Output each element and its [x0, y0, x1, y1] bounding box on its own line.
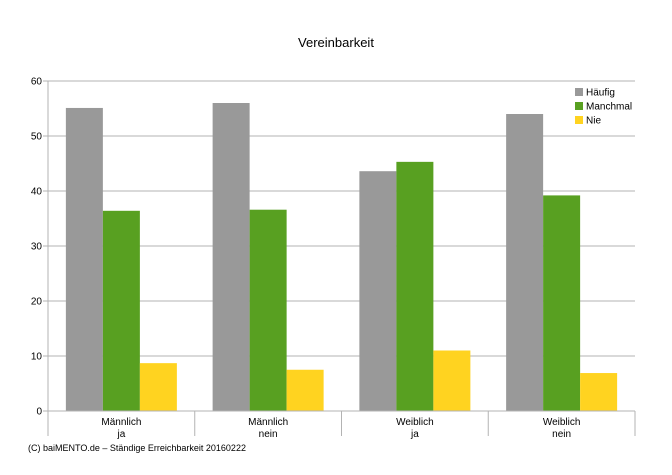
y-tick-label: 0: [36, 407, 42, 418]
x-category-label: ja: [410, 429, 419, 440]
legend-swatch: [575, 88, 583, 96]
bar-h-ufig-3: [359, 171, 397, 411]
bar-manchmal-2: [249, 209, 287, 411]
footer-credit: (C) baiMENTO.de – Ständige Erreichbarkei…: [28, 443, 246, 453]
x-category-label: nein: [552, 429, 571, 440]
legend-label: Manchmal: [586, 102, 632, 113]
bar-nie-1: [139, 363, 177, 411]
y-tick-label: 30: [31, 242, 43, 253]
bar-nie-3: [433, 350, 471, 411]
bar-h-ufig-2: [212, 103, 250, 411]
y-tick-label: 20: [31, 297, 43, 308]
y-tick-label: 60: [31, 77, 43, 88]
legend-label: Häufig: [586, 88, 615, 99]
legend-label: Nie: [586, 116, 601, 127]
x-axis-categories: MännlichjaMännlichneinWeiblichjaWeiblich…: [101, 417, 580, 440]
x-category-label: nein: [259, 429, 278, 440]
y-tick-label: 40: [31, 187, 43, 198]
x-category-label: Männlich: [101, 417, 141, 428]
y-axis-ticks: 0 10 20 30 40 50 60: [31, 77, 48, 418]
x-category-label: Männlich: [248, 417, 288, 428]
y-tick-label: 50: [31, 132, 43, 143]
bar-nie-2: [286, 369, 324, 411]
x-category-label: Weiblich: [543, 417, 581, 428]
bars: [65, 103, 618, 411]
y-tick-label: 10: [31, 352, 43, 363]
bar-manchmal-1: [102, 210, 140, 411]
x-category-label: ja: [116, 429, 125, 440]
bar-manchmal-3: [396, 161, 434, 411]
bar-h-ufig-1: [65, 107, 103, 411]
legend: Häufig Manchmal Nie: [575, 88, 632, 127]
bar-nie-4: [580, 373, 618, 411]
legend-swatch: [575, 102, 583, 110]
gridlines: [48, 80, 635, 412]
chart-title: Vereinbarkeit: [298, 35, 374, 50]
x-category-label: Weiblich: [396, 417, 434, 428]
bar-manchmal-4: [543, 195, 581, 411]
bar-h-ufig-4: [506, 114, 544, 411]
axes: [47, 81, 636, 436]
legend-swatch: [575, 116, 583, 124]
